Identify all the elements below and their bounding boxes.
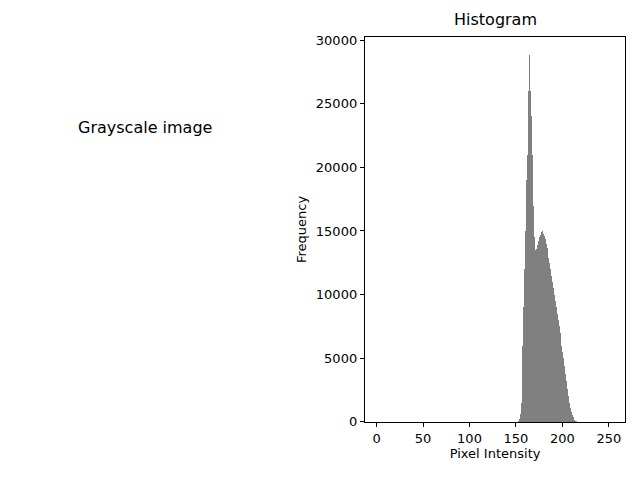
svg-text:200: 200 bbox=[550, 431, 575, 446]
svg-text:100: 100 bbox=[457, 431, 482, 446]
svg-text:20000: 20000 bbox=[316, 160, 357, 175]
svg-text:10000: 10000 bbox=[316, 287, 357, 302]
svg-text:30000: 30000 bbox=[316, 33, 357, 48]
svg-text:5000: 5000 bbox=[324, 351, 357, 366]
svg-text:150: 150 bbox=[504, 431, 529, 446]
svg-text:0: 0 bbox=[372, 431, 380, 446]
svg-text:25000: 25000 bbox=[316, 96, 357, 111]
svg-text:Frequency: Frequency bbox=[294, 196, 309, 263]
svg-text:Pixel Intensity: Pixel Intensity bbox=[450, 446, 541, 461]
svg-text:250: 250 bbox=[596, 431, 621, 446]
svg-text:Grayscale image: Grayscale image bbox=[78, 118, 212, 137]
svg-text:15000: 15000 bbox=[316, 224, 357, 239]
svg-text:Histogram: Histogram bbox=[454, 10, 537, 29]
svg-text:50: 50 bbox=[415, 431, 432, 446]
svg-text:0: 0 bbox=[349, 414, 357, 429]
